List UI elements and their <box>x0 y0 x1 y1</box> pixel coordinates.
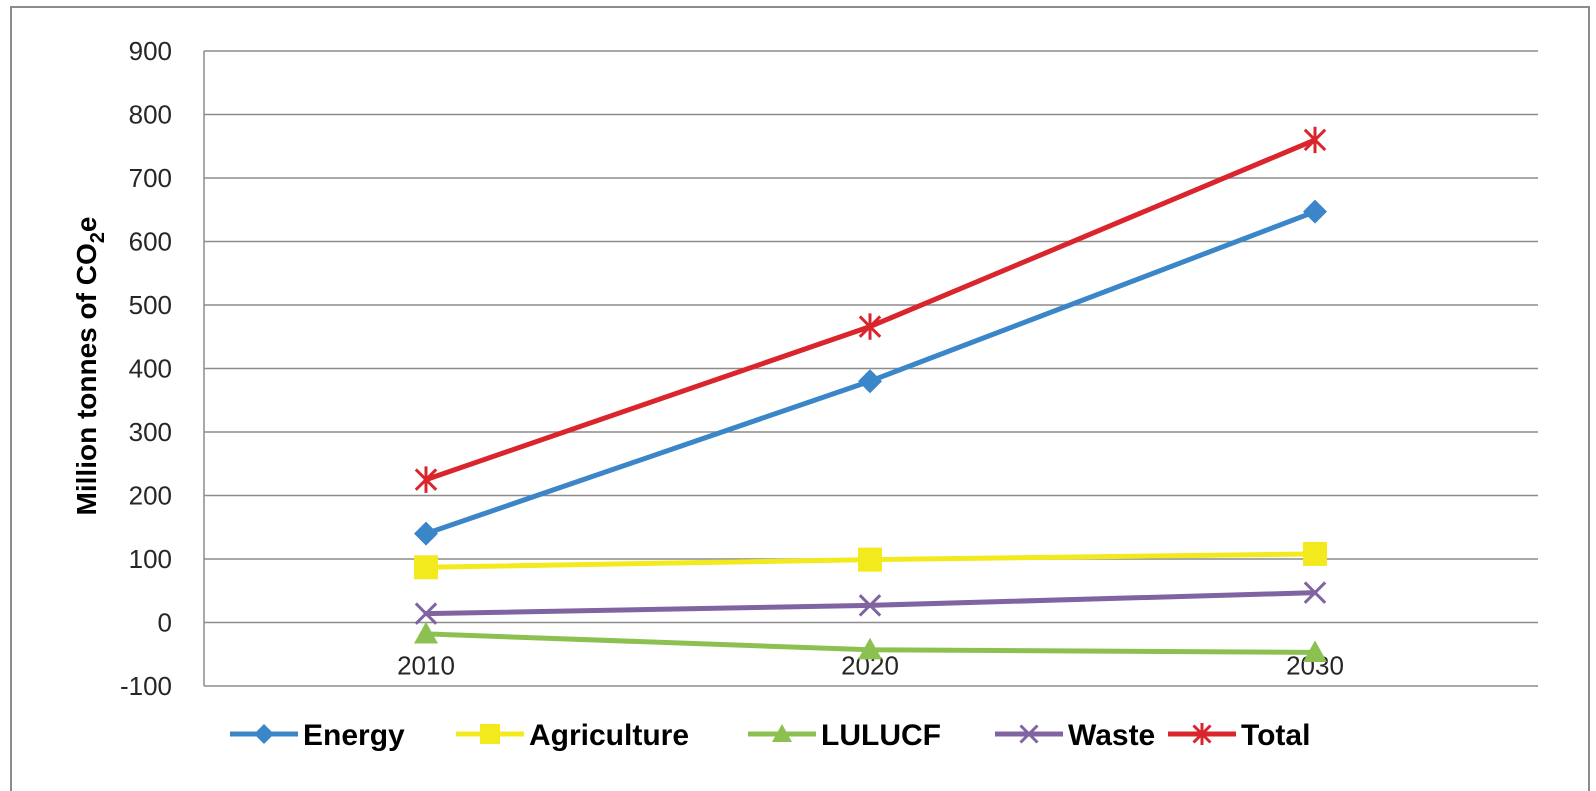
y-tick-label: 500 <box>129 290 172 320</box>
y-tick-label: 900 <box>129 36 172 66</box>
y-tick-label: 0 <box>158 608 172 638</box>
y-tick-label: 200 <box>129 481 172 511</box>
series-agriculture <box>414 541 1327 580</box>
series-waste <box>414 581 1327 625</box>
y-tick-label: 800 <box>129 100 172 130</box>
series-energy <box>414 199 1327 546</box>
y-tick-label: 100 <box>129 544 172 574</box>
legend: Energy Agriculture LULUCF Waste Total <box>230 719 1310 752</box>
y-tick-label: 400 <box>129 354 172 384</box>
legend-item: Energy <box>230 719 405 752</box>
data-point <box>1303 581 1327 604</box>
legend-label: Total <box>1241 719 1310 752</box>
data-point <box>1303 541 1327 566</box>
y-tick-label: -100 <box>120 671 172 701</box>
legend-label: Agriculture <box>529 719 689 752</box>
data-point <box>858 594 882 617</box>
legend-item: Waste <box>995 719 1155 752</box>
data-point <box>414 621 438 644</box>
x-tick-label: 2010 <box>397 651 455 681</box>
data-point <box>1303 199 1327 224</box>
data-point <box>1303 126 1327 154</box>
data-point <box>858 547 882 572</box>
data-point <box>1303 640 1327 662</box>
data-point <box>414 521 438 546</box>
series-total <box>414 126 1327 493</box>
y-axis-title: Million tonnes of CO2e <box>71 217 109 516</box>
legend-item: LULUCF <box>748 719 941 752</box>
y-tick-label: 700 <box>129 163 172 193</box>
data-point <box>858 637 882 660</box>
gridlines <box>203 50 1538 687</box>
data-point <box>414 602 438 625</box>
data-point <box>254 724 274 744</box>
data-point <box>858 369 882 394</box>
data-point <box>414 555 438 580</box>
data-point <box>858 313 882 340</box>
data-point <box>772 724 792 742</box>
series-line <box>423 137 1318 483</box>
legend-label: Waste <box>1068 719 1155 752</box>
series-lulucf <box>414 621 1327 662</box>
legend-label: LULUCF <box>821 719 941 752</box>
data-point <box>480 724 500 744</box>
legend-item: Total <box>1168 719 1310 752</box>
legend-label: Energy <box>303 719 405 752</box>
data-point <box>1019 724 1039 744</box>
legend-item: Agriculture <box>456 719 689 752</box>
y-tick-label: 600 <box>129 227 172 257</box>
series-lines <box>414 126 1327 662</box>
y-tick-label: 300 <box>129 417 172 447</box>
chart-frame <box>10 6 1590 791</box>
data-point <box>414 466 438 493</box>
y-axis-ticks: 900 800 700 600 500 400 300 200 100 0 -100 <box>120 36 172 701</box>
data-point <box>1192 723 1212 745</box>
